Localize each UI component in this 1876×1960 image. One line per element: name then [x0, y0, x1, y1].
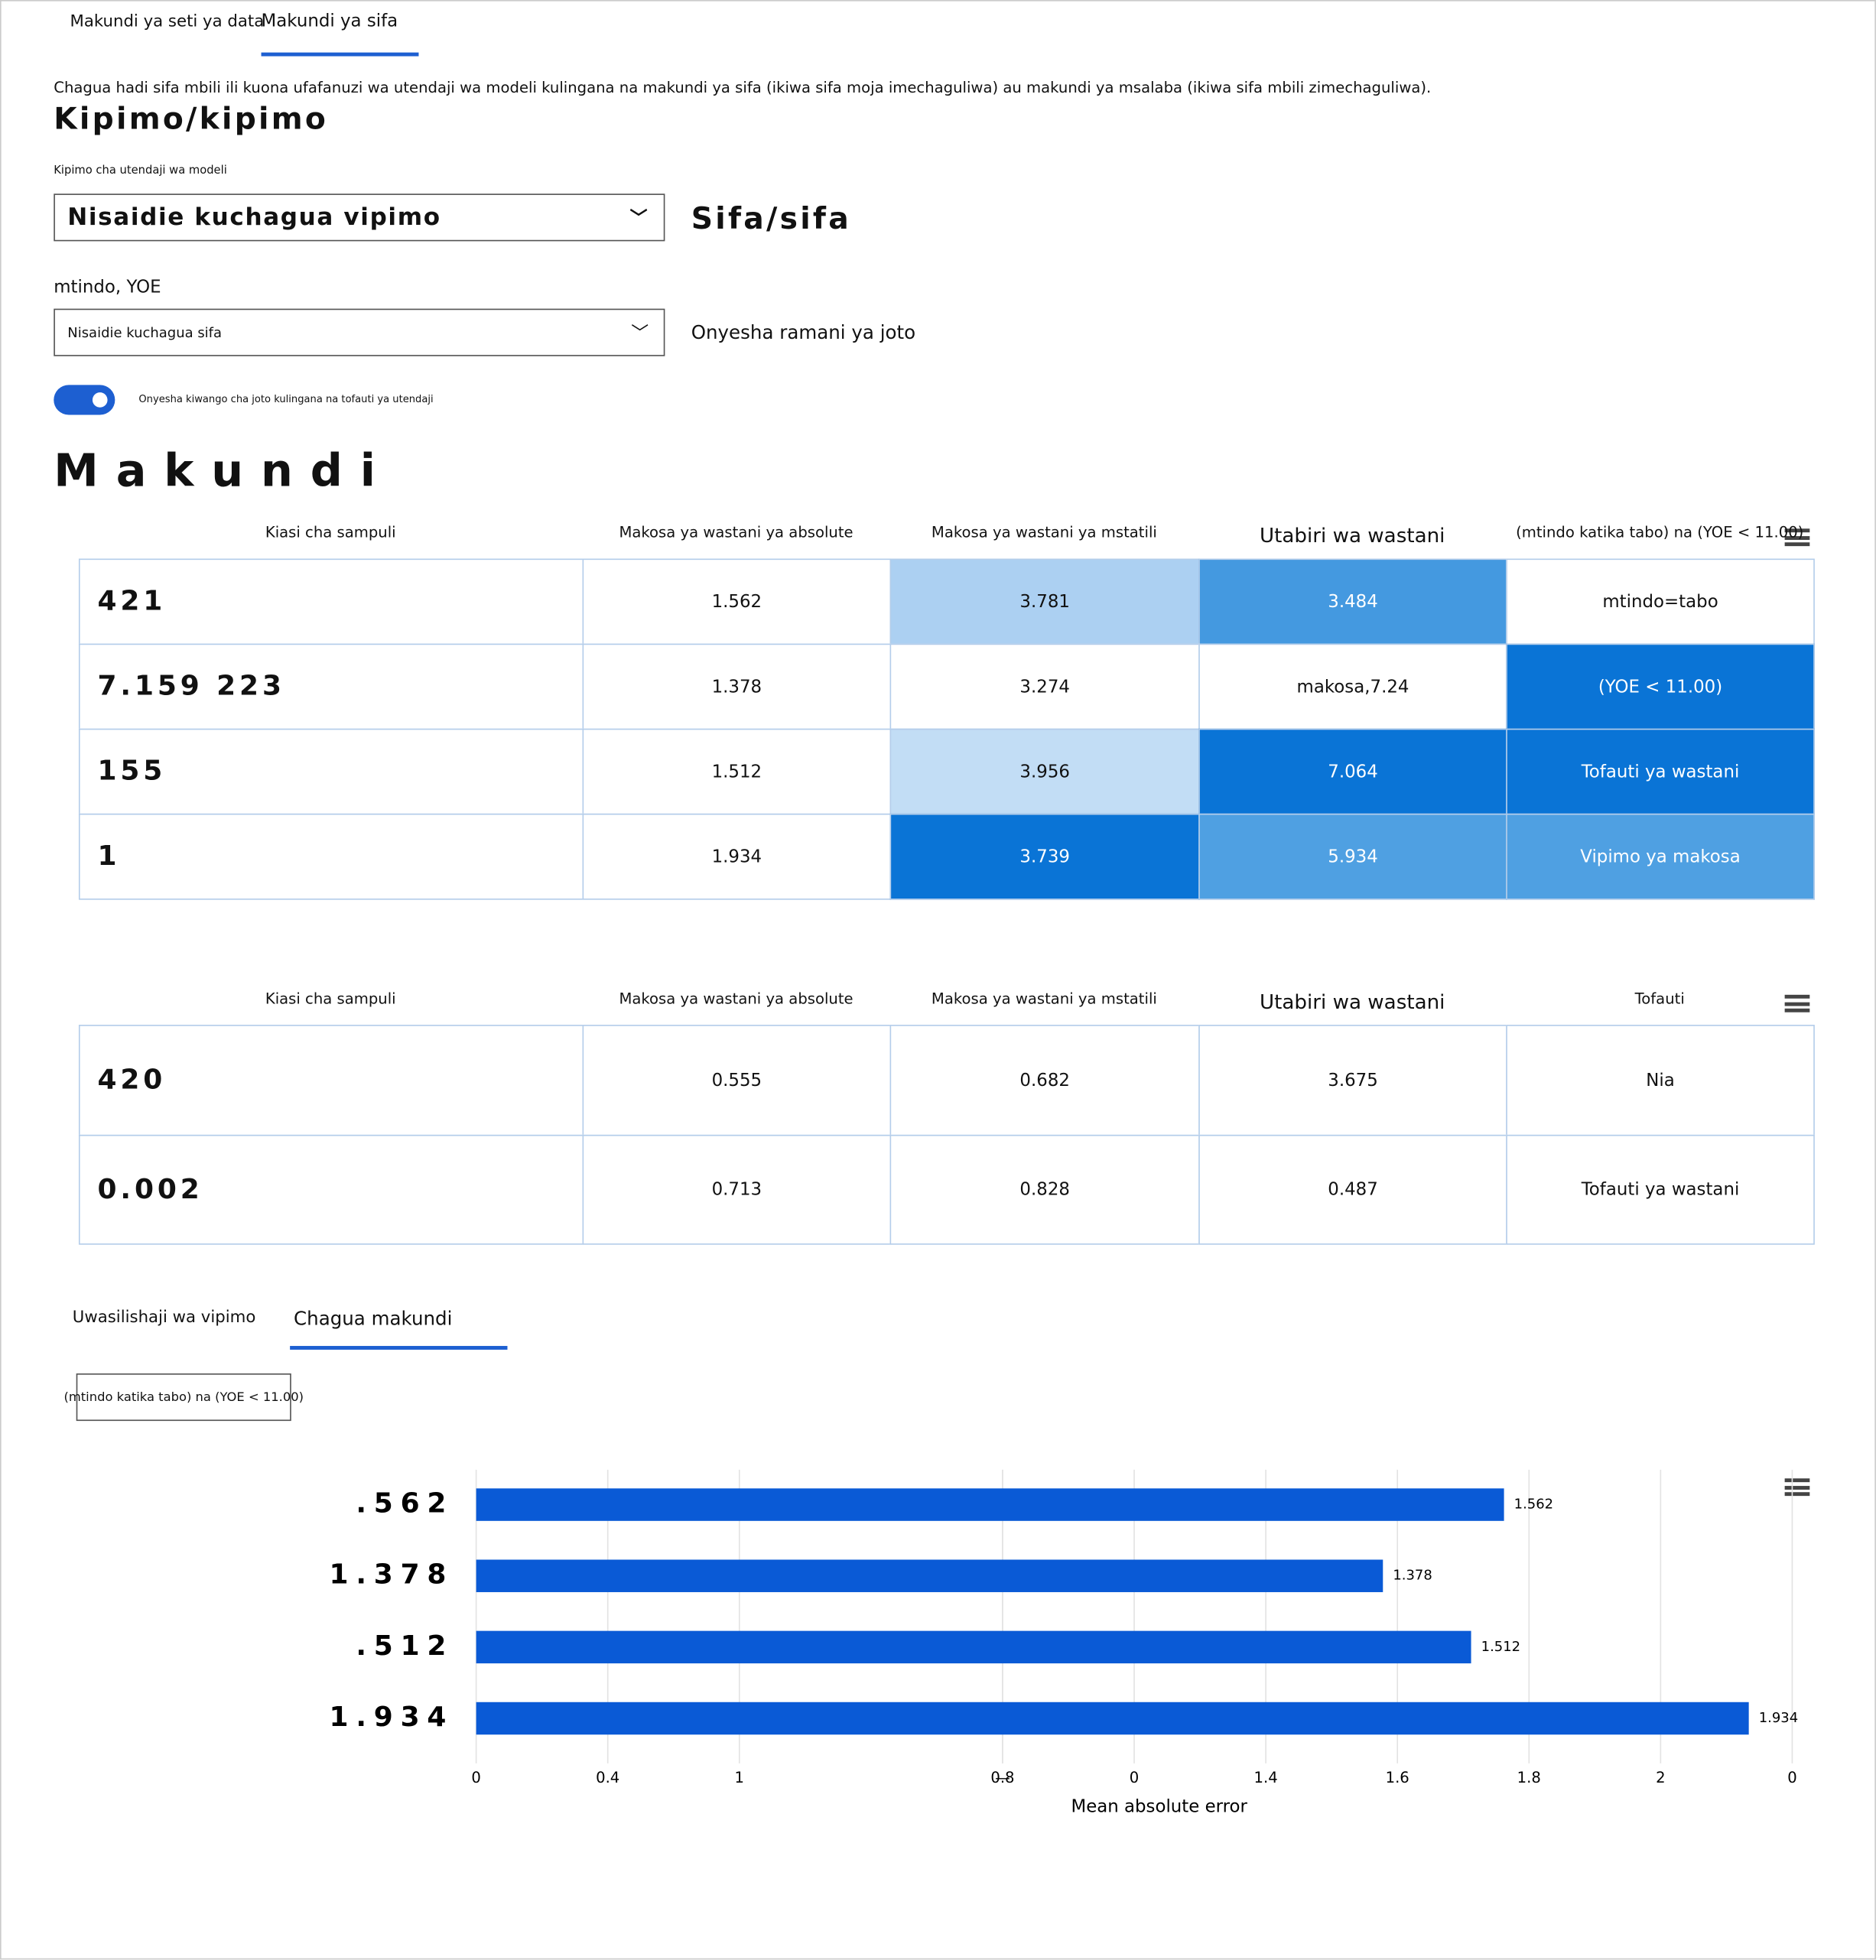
bar: [476, 1559, 1383, 1592]
groups-heading: Makundi: [54, 446, 393, 498]
row-header: 421: [78, 558, 584, 645]
chevron: ﹀: [629, 208, 649, 229]
column-header: Utabiri wa wastani: [1259, 990, 1445, 1014]
features-label: mtindo, YOE: [54, 277, 161, 297]
bar: [476, 1702, 1749, 1735]
toggle-label: Onyesha kiwango cha joto kulingana na to…: [138, 393, 434, 405]
table-cell: makosa,7.24: [1198, 643, 1507, 730]
table-cell: 0.713: [582, 1134, 892, 1245]
menu-icon[interactable]: [1784, 1478, 1810, 1497]
tab[interactable]: Uwasilishaji wa vipimo: [72, 1308, 256, 1328]
dropdown-text: Nisaidie kuchagua vipimo: [67, 203, 441, 232]
table-cell: 3.675: [1198, 1025, 1507, 1136]
column-header: Makosa ya wastani ya absolute: [619, 990, 853, 1008]
y-tick-label: 1.378: [330, 1559, 454, 1591]
x-tick-label: 1: [735, 1769, 744, 1786]
heatmap-label: Onyesha ramani ya joto: [691, 320, 916, 344]
table-cell: (YOE < 11.00): [1506, 643, 1815, 730]
table-cell: 1.562: [582, 558, 892, 645]
column-header: Tofauti: [1634, 990, 1685, 1008]
button-text: (mtindo katika tabo) na (YOE < 11.00): [63, 1390, 304, 1405]
value-label: 1.512: [1481, 1639, 1520, 1655]
tab-active[interactable]: Makundi ya sifa: [261, 11, 398, 31]
tab-underline: [261, 52, 419, 57]
bar: [476, 1488, 1504, 1521]
column-header: Makosa ya wastani ya mstatili: [931, 990, 1157, 1008]
column-header: Kiasi cha sampuli: [265, 523, 396, 541]
value-label: 1.934: [1759, 1710, 1798, 1726]
table-cell: 0.555: [582, 1025, 892, 1136]
table-cell: 3.484: [1198, 558, 1507, 645]
row-header: 155: [78, 728, 584, 815]
table-cell: 7.064: [1198, 728, 1507, 815]
metric-heading: Kipimo/kipimo: [54, 101, 329, 137]
row-header: 7.159 223: [78, 643, 584, 730]
dropdown-text: Nisaidie kuchagua sifa: [67, 324, 223, 341]
table-cell: mtindo=tabo: [1506, 558, 1815, 645]
table-cell: 1.934: [582, 813, 892, 900]
toggle-knob: [92, 392, 108, 408]
table-cell: 3.781: [889, 558, 1200, 645]
row-header: 1: [78, 813, 584, 900]
table-cell: 1.378: [582, 643, 892, 730]
value-label: 1.562: [1514, 1497, 1553, 1513]
y-tick-label: 1.934: [330, 1702, 454, 1733]
table-cell: Tofauti ya wastani: [1506, 1134, 1815, 1245]
table-cell: 0.682: [889, 1025, 1200, 1136]
x-tick-label: 0.4: [596, 1769, 619, 1786]
table-cell: 3.956: [889, 728, 1200, 815]
x-tick-label: 0: [1787, 1769, 1796, 1786]
column-header: Kiasi cha sampuli: [265, 990, 396, 1008]
row-header: 420: [78, 1025, 584, 1136]
y-tick-label: .562: [356, 1488, 454, 1520]
x-tick-label: 0.8: [990, 1769, 1014, 1786]
table-cell: Tofauti ya wastani: [1506, 728, 1815, 815]
x-tick-label: 1.8: [1517, 1769, 1541, 1786]
value-label: 1.378: [1393, 1568, 1432, 1584]
column-header: (mtindo katika tabo) na (YOE < 11.00): [1516, 523, 1804, 541]
x-tick-label: 0: [1130, 1769, 1139, 1786]
bar-chart: 0 0.4 1 0.8— 0 1.4 1.6 1.8 2 0 Mean absolute error…: [330, 1469, 1798, 1817]
table-cell: Vipimo ya makosa: [1506, 813, 1815, 900]
tab-underline: [290, 1346, 508, 1350]
menu-icon[interactable]: [1784, 994, 1810, 1013]
description: Chagua hadi sifa mbili ili kuona ufafanu…: [54, 78, 1432, 96]
column-header: Makosa ya wastani ya mstatili: [931, 523, 1157, 541]
tab-active[interactable]: Chagua makundi: [294, 1307, 453, 1330]
tab[interactable]: Makundi ya seti ya data: [70, 12, 265, 31]
column-header: Utabiri wa wastani: [1259, 523, 1445, 548]
y-tick-label: .512: [356, 1630, 454, 1662]
cohort-button[interactable]: (mtindo katika tabo) na (YOE < 11.00): [63, 1373, 304, 1422]
metric-label: Kipimo cha utendaji wa modeli: [54, 164, 227, 178]
metric-dropdown[interactable]: Nisaidie kuchagua vipimo ﹀: [54, 193, 665, 242]
bar: [476, 1630, 1471, 1664]
table-cell: 3.274: [889, 643, 1200, 730]
menu-icon[interactable]: [1784, 528, 1810, 547]
features-heading: Sifa/sifa: [691, 201, 851, 236]
table-cell: Nia: [1506, 1025, 1815, 1136]
table-cell: 3.739: [889, 813, 1200, 900]
x-tick-label: 2: [1656, 1769, 1665, 1786]
row-header: 0.002: [78, 1134, 584, 1245]
table-cell: 0.828: [889, 1134, 1200, 1245]
x-tick-label: 1.4: [1254, 1769, 1278, 1786]
table-cell: 0.487: [1198, 1134, 1507, 1245]
table-cell: 1.512: [582, 728, 892, 815]
chevron: ﹀: [631, 323, 649, 344]
table-cell: 5.934: [1198, 813, 1507, 900]
x-tick-label: —: [995, 1769, 1010, 1786]
x-tick-label: 0: [471, 1769, 480, 1786]
toggle[interactable]: [54, 385, 115, 415]
x-axis-title: Mean absolute error: [1071, 1797, 1248, 1817]
x-tick-label: 1.6: [1386, 1769, 1409, 1786]
column-header: Makosa ya wastani ya absolute: [619, 523, 853, 541]
features-dropdown[interactable]: Nisaidie kuchagua sifa ﹀: [54, 308, 665, 356]
